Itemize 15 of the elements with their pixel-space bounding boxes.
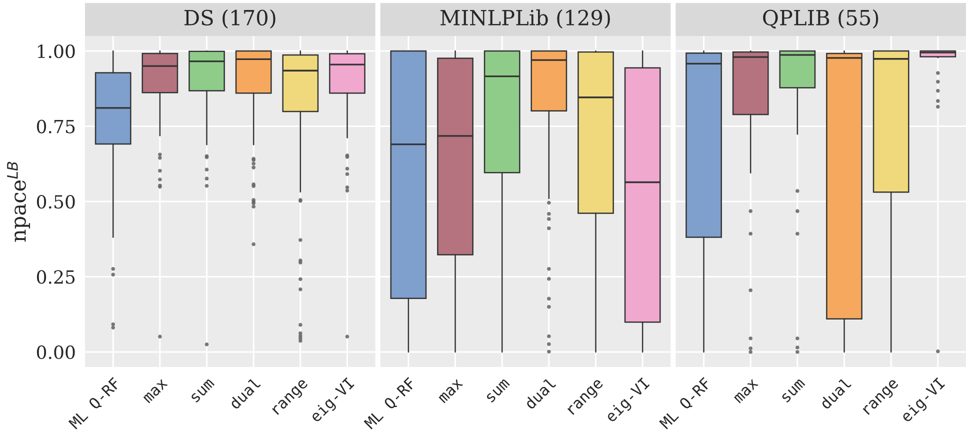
x-tick-label: sum bbox=[486, 378, 510, 403]
x-tick-label: max bbox=[438, 378, 464, 404]
x-tick-label: max bbox=[143, 378, 168, 404]
y-axis-title: npace$^{LB}$ bbox=[7, 162, 30, 242]
y-tick-label: 1.00 bbox=[38, 44, 75, 58]
y-tick-label: 0.75 bbox=[36, 120, 75, 134]
y-tick-label: 0.50 bbox=[36, 194, 75, 209]
chart-title: MINLPLib (129) bbox=[440, 9, 610, 28]
chart-title: DS (170) bbox=[184, 9, 276, 28]
x-tick-label: sum bbox=[781, 378, 806, 403]
y-tick-label: 0.25 bbox=[36, 270, 75, 284]
x-tick-label: sum bbox=[190, 378, 215, 403]
y-tick-label: 0.00 bbox=[36, 345, 75, 360]
chart-title: QPLIB (55) bbox=[763, 9, 878, 29]
x-tick-label: max bbox=[734, 378, 759, 404]
